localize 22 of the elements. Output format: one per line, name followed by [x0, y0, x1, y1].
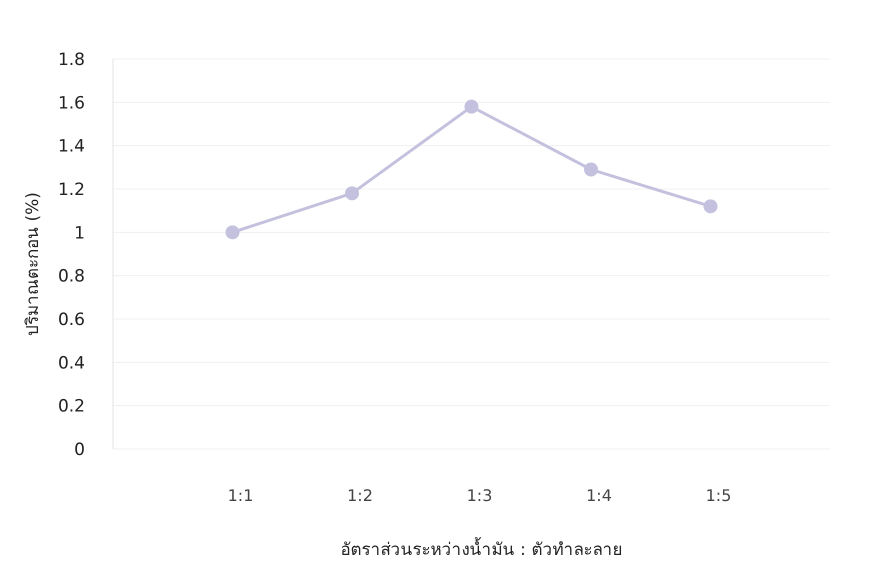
y-tick-label: 0.6 [58, 310, 85, 330]
point [464, 100, 478, 114]
y-tick-label: 0.8 [58, 266, 85, 287]
y-tick-label: 1 [74, 223, 85, 244]
y-axis-title: ปริมาณตะกอน (%) [23, 192, 43, 336]
x-tick-label: 1:2 [347, 486, 373, 505]
x-tick-label: 1:3 [466, 486, 492, 505]
point [584, 162, 598, 176]
x-tick-label: 1:1 [228, 486, 254, 505]
point [345, 186, 359, 200]
x-tick-label: 1:4 [586, 486, 612, 505]
x-tick-label: 1:5 [706, 486, 732, 505]
y-tick-label: 1.2 [58, 180, 85, 200]
x-axis-title: อัตราส่วนระหว่างน้ำมัน : ตัวทำละลาย [340, 537, 622, 560]
y-tick-label: 1.6 [58, 93, 85, 114]
y-tick-label: 0 [74, 440, 85, 460]
point [226, 225, 240, 240]
y-tick-label: 1.8 [58, 50, 85, 70]
point [704, 199, 718, 214]
y-tick-label: 1.4 [58, 136, 85, 157]
y-tick-label: 0.4 [58, 353, 85, 374]
y-tick-label: 0.2 [58, 396, 85, 417]
